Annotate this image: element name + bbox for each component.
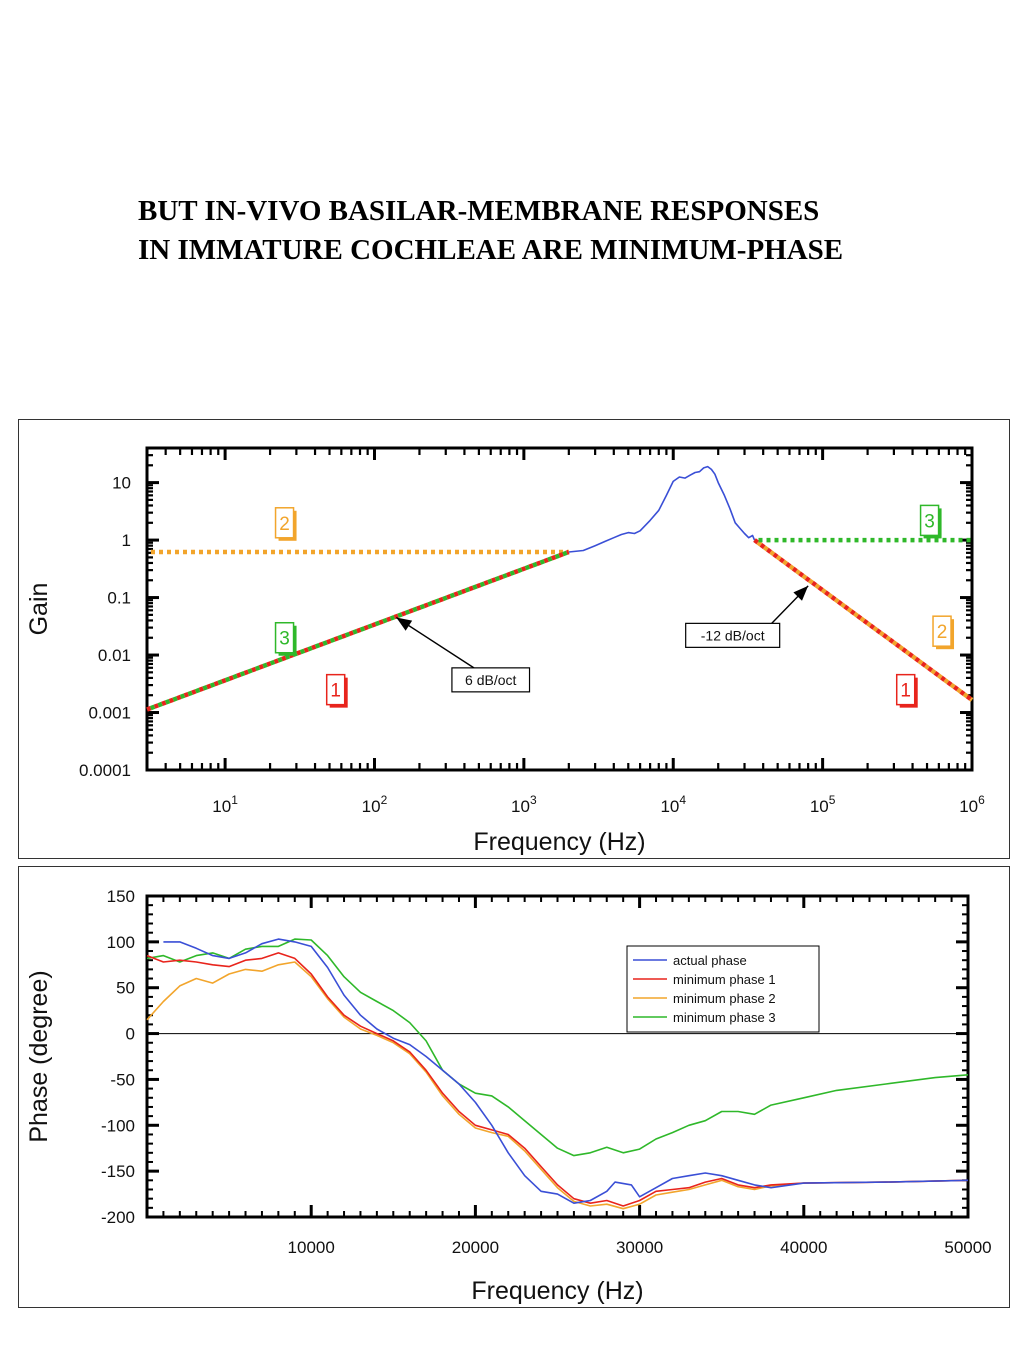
gain-y-tick-label: 0.001 bbox=[88, 704, 131, 723]
gain-y-tick-label: 10 bbox=[112, 474, 131, 493]
gain-x-tick-exp: 2 bbox=[381, 793, 388, 807]
gain-x-tick-exp: 4 bbox=[679, 793, 686, 807]
phase-series-line-0 bbox=[163, 938, 969, 1205]
legend-item-0: actual phase bbox=[633, 953, 747, 968]
gain-y-tick-label: 1 bbox=[122, 531, 131, 550]
gain-x-tick-label: 105 bbox=[810, 793, 836, 816]
gain-marker-box bbox=[932, 615, 952, 647]
gain-marker-box bbox=[274, 507, 295, 539]
gain-marker-4: 2 bbox=[932, 615, 955, 650]
gain-marker-0: 2 bbox=[274, 507, 297, 541]
gain-series-line-3 bbox=[146, 549, 570, 712]
gain-marker-box bbox=[895, 673, 916, 706]
gain-marker-box bbox=[325, 673, 346, 706]
phase-y-tick-label: 100 bbox=[107, 933, 135, 952]
annotation-arrow-line bbox=[395, 616, 475, 669]
gain-marker-label: 2 bbox=[279, 514, 290, 535]
phase-chart-panel: 150 100 50 0 -50 -100 -150 -200 10000 20000 30000 4… bbox=[18, 866, 1010, 1308]
gain-plot-frame bbox=[145, 446, 974, 772]
phase-y-tick-label: -100 bbox=[101, 1116, 135, 1135]
gain-y-axis-label: Gain bbox=[25, 583, 53, 636]
gain-x-tick-label: 103 bbox=[511, 793, 537, 816]
gain-x-tick-base: 10 bbox=[810, 797, 829, 816]
legend-item-3: minimum phase 3 bbox=[633, 1010, 776, 1025]
slide-title-line-2: IN IMMATURE COCHLEAE ARE MINIMUM-PHASE bbox=[138, 234, 844, 266]
slide-title-line-1: BUT IN-VIVO BASILAR-MEMBRANE RESPONSES bbox=[138, 195, 820, 227]
gain-y-tick-label: 0.0001 bbox=[79, 761, 131, 780]
gain-x-tick-base: 10 bbox=[362, 797, 381, 816]
annotation-box bbox=[451, 667, 531, 693]
legend-item-2: minimum phase 2 bbox=[633, 991, 776, 1006]
phase-x-axis-label: Frequency (Hz) bbox=[471, 1277, 643, 1305]
gain-marker-label: 2 bbox=[937, 622, 948, 643]
phase-x-tick-label: 10000 bbox=[288, 1238, 335, 1257]
phase-x-tick-label: 40000 bbox=[780, 1238, 827, 1257]
gain-marker-label: 1 bbox=[330, 681, 341, 702]
legend-label: actual phase bbox=[673, 953, 747, 968]
legend-label: minimum phase 1 bbox=[673, 972, 776, 987]
phase-series-line-2 bbox=[146, 961, 969, 1210]
gain-x-tick-exp: 5 bbox=[829, 793, 836, 807]
phase-series-line-3 bbox=[146, 938, 969, 1157]
phase-series-line-1 bbox=[146, 952, 969, 1207]
gain-series-line-2 bbox=[146, 549, 570, 712]
legend-label: minimum phase 3 bbox=[673, 1010, 776, 1025]
phase-x-tick-label: 20000 bbox=[452, 1238, 499, 1257]
legend-item-1: minimum phase 1 bbox=[633, 972, 776, 987]
gain-annotation-0: 6 dB/oct bbox=[395, 616, 531, 693]
gain-marker-1: 3 bbox=[274, 621, 297, 656]
gain-marker-box bbox=[274, 621, 295, 654]
gain-x-tick-base: 10 bbox=[660, 797, 679, 816]
gain-x-axis-label: Frequency (Hz) bbox=[473, 828, 645, 856]
gain-x-tick-exp: 6 bbox=[978, 793, 985, 807]
phase-y-tick-label: -150 bbox=[101, 1162, 135, 1181]
phase-y-tick-label: 50 bbox=[116, 979, 135, 998]
gain-x-tick-base: 10 bbox=[511, 797, 530, 816]
gain-x-tick-label: 106 bbox=[959, 793, 985, 816]
phase-x-tick-label: 30000 bbox=[616, 1238, 663, 1257]
phase-legend: actual phase minimum phase 1 minimum phase… bbox=[626, 945, 820, 1033]
gain-marker-label: 1 bbox=[900, 681, 911, 702]
annotation-arrow-head bbox=[793, 585, 809, 601]
gain-x-tick-label: 102 bbox=[362, 793, 388, 816]
gain-x-tick-exp: 1 bbox=[231, 793, 238, 807]
gain-marker-label: 3 bbox=[924, 511, 935, 532]
gain-marker-box bbox=[919, 504, 940, 537]
gain-x-tick-base: 10 bbox=[212, 797, 231, 816]
phase-y-tick-label: -200 bbox=[101, 1208, 135, 1227]
gain-series-line-0 bbox=[568, 465, 756, 553]
gain-marker-2: 1 bbox=[325, 673, 348, 708]
gain-x-tick-label: 104 bbox=[660, 793, 686, 816]
gain-marker-3: 3 bbox=[919, 504, 942, 539]
gain-chart-panel: 10 1 0.1 0.01 0.001 0.0001 101 102 103 104 105 106 F… bbox=[18, 419, 1010, 859]
phase-y-tick-label: 150 bbox=[107, 887, 135, 906]
legend-label: minimum phase 2 bbox=[673, 991, 776, 1006]
phase-y-tick-label: -50 bbox=[110, 1070, 135, 1089]
gain-series-line-4 bbox=[753, 538, 974, 702]
gain-marker-5: 1 bbox=[895, 673, 918, 708]
phase-y-tick-label: 0 bbox=[126, 1025, 135, 1044]
gain-series-line-5 bbox=[753, 538, 974, 702]
slide-title: BUT IN-VIVO BASILAR-MEMBRANE RESPONSES I… bbox=[138, 192, 998, 270]
annotation-box bbox=[685, 622, 781, 648]
gain-y-tick-label: 0.01 bbox=[98, 646, 131, 665]
annotation-text: -12 dB/oct bbox=[701, 627, 765, 643]
annotation-text: 6 dB/oct bbox=[465, 672, 516, 688]
phase-y-axis-label: Phase (degree) bbox=[25, 970, 53, 1142]
gain-annotation-1: -12 dB/oct bbox=[685, 585, 809, 648]
gain-x-tick-exp: 3 bbox=[530, 793, 537, 807]
phase-plot-frame bbox=[145, 894, 970, 1219]
gain-x-tick-base: 10 bbox=[959, 797, 978, 816]
annotation-arrow-head bbox=[396, 617, 413, 631]
phase-x-tick-label: 50000 bbox=[944, 1238, 991, 1257]
gain-y-tick-label: 0.1 bbox=[107, 589, 131, 608]
gain-x-tick-label: 101 bbox=[212, 793, 238, 816]
phase-chart: 150 100 50 0 -50 -100 -150 -200 10000 20000 30000 4… bbox=[25, 887, 992, 1305]
gain-marker-label: 3 bbox=[279, 629, 290, 650]
